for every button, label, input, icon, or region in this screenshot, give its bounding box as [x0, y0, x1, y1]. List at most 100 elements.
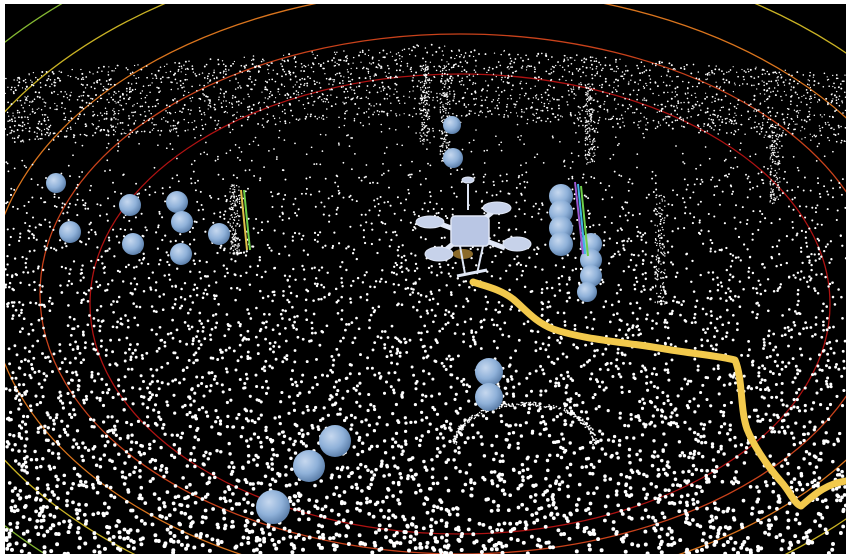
cloud-point: [40, 290, 43, 294]
cloud-point: [280, 390, 284, 395]
cloud-point: [716, 116, 719, 118]
cloud-point: [17, 434, 21, 438]
cloud-point: [684, 339, 688, 343]
cloud-point: [460, 379, 464, 383]
cloud-point: [10, 376, 14, 380]
cloud-point: [709, 514, 714, 519]
cloud-point: [176, 267, 179, 270]
cloud-point: [571, 177, 574, 180]
cloud-point: [689, 212, 692, 215]
cloud-point: [326, 374, 329, 378]
cloud-point: [435, 505, 440, 510]
cloud-point: [6, 162, 9, 165]
cloud-point: [394, 431, 399, 436]
cloud-point: [719, 447, 723, 451]
cloud-point: [572, 237, 576, 240]
cloud-point: [236, 156, 239, 159]
cloud-point: [392, 231, 395, 234]
cloud-point: [746, 248, 749, 251]
cloud-point: [736, 551, 740, 554]
cloud-point: [74, 141, 77, 144]
cloud-point: [358, 404, 362, 408]
cloud-point: [618, 253, 621, 256]
cloud-point: [785, 461, 790, 466]
cloud-point: [809, 189, 812, 192]
cloud-point: [307, 390, 311, 394]
cloud-point: [667, 336, 670, 340]
cloud-point: [218, 419, 223, 423]
cloud-point: [525, 376, 529, 380]
cloud-point: [706, 327, 710, 331]
cloud-point: [650, 454, 655, 458]
cloud-point: [596, 146, 599, 149]
cloud-point: [169, 331, 173, 335]
cloud-point: [332, 358, 336, 362]
cloud-point: [454, 304, 458, 308]
cloud-point: [624, 533, 629, 538]
cloud-point: [7, 481, 12, 485]
cloud-point: [193, 464, 197, 469]
cloud-point: [734, 227, 737, 230]
cloud-point: [550, 360, 554, 364]
cloud-point: [629, 302, 632, 305]
cloud-point: [772, 413, 776, 417]
cloud-point: [611, 527, 616, 531]
cloud-point: [345, 268, 348, 272]
cloud-point: [719, 410, 723, 414]
cloud-point: [41, 518, 46, 523]
cloud-point: [766, 146, 768, 149]
cloud-point: [637, 230, 640, 233]
cloud-point: [351, 252, 355, 255]
cloud-point: [232, 174, 235, 177]
cloud-point: [36, 183, 39, 186]
cloud-point: [31, 328, 35, 332]
cloud-point: [620, 390, 624, 394]
cloud-point: [388, 245, 391, 248]
cloud-point: [641, 397, 645, 401]
cloud-point: [562, 513, 567, 518]
cloud-point: [643, 288, 646, 292]
cloud-point: [21, 303, 25, 307]
cloud-point: [28, 250, 31, 253]
cloud-point: [516, 123, 519, 126]
cloud-point: [155, 349, 159, 353]
cloud-point: [554, 506, 558, 510]
cloud-point: [599, 438, 603, 442]
cloud-point: [314, 499, 319, 503]
cloud-point: [512, 468, 516, 472]
cloud-point: [627, 515, 632, 520]
cloud-point: [627, 237, 630, 240]
cloud-point: [500, 454, 505, 458]
cloud-point: [231, 128, 234, 131]
cloud-point: [508, 529, 513, 534]
cloud-point: [740, 542, 745, 547]
cloud-point: [809, 326, 813, 329]
cloud-point: [300, 192, 303, 195]
cloud-point: [165, 527, 170, 532]
cloud-point: [582, 529, 587, 534]
cloud-point: [395, 351, 399, 355]
cloud-point: [751, 271, 755, 275]
cloud-point: [117, 452, 121, 456]
cloud-point: [422, 502, 427, 506]
cloud-point: [118, 241, 121, 244]
cloud-point: [349, 297, 352, 300]
cloud-point: [791, 226, 794, 229]
cloud-point: [641, 273, 645, 276]
cloud-point: [565, 355, 569, 359]
3d-viewport[interactable]: [5, 4, 846, 554]
cloud-point: [18, 330, 22, 334]
cloud-point: [771, 245, 774, 249]
cloud-point: [131, 292, 134, 295]
cloud-point: [497, 301, 501, 304]
cloud-point: [163, 432, 167, 436]
cloud-point: [215, 321, 219, 325]
cloud-point: [818, 192, 821, 195]
cloud-point: [339, 339, 342, 343]
cloud-point: [113, 255, 116, 258]
cloud-point: [161, 426, 165, 430]
cloud-point: [19, 402, 23, 406]
cloud-point: [193, 391, 197, 395]
cloud-point: [716, 449, 721, 454]
cloud-point: [524, 231, 527, 234]
